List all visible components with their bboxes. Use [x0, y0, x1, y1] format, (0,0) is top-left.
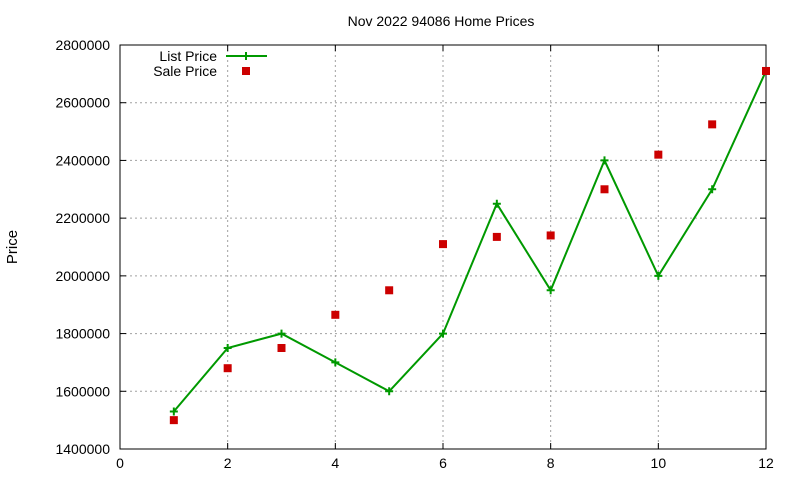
- legend-label-sale-price: Sale Price: [153, 63, 217, 79]
- y-tick-label: 1400000: [55, 441, 110, 457]
- plot-frame: [119, 44, 767, 450]
- point-sale-price: [492, 232, 501, 241]
- y-tick-label: 2800000: [55, 37, 110, 53]
- y-tick-label: 2600000: [55, 95, 110, 111]
- legend-key-sale-price: [242, 67, 250, 75]
- point-sale-price: [546, 231, 555, 240]
- point-list-price: [546, 286, 555, 295]
- y-tick-label: 2000000: [55, 268, 110, 284]
- y-tick-label: 2200000: [55, 210, 110, 226]
- point-sale-price: [169, 416, 178, 425]
- x-tick-label: 0: [116, 455, 124, 471]
- series-line-list-price: [173, 70, 767, 413]
- x-tick-label: 4: [331, 455, 339, 471]
- point-list-price: [600, 156, 609, 165]
- point-sale-price: [277, 344, 286, 352]
- point-sale-price: [331, 310, 340, 319]
- point-sale-price: [654, 150, 663, 159]
- y-axis-label: Price: [4, 230, 21, 264]
- legend-key-list-price: [226, 52, 267, 60]
- point-list-price: [439, 329, 447, 338]
- point-list-price: [385, 387, 394, 396]
- legend: List Price Sale Price: [153, 48, 267, 79]
- legend-label-list-price: List Price: [159, 48, 217, 64]
- y-tick-label: 2400000: [55, 152, 110, 168]
- x-tick-label: 6: [439, 455, 447, 471]
- series-layer: [169, 66, 770, 425]
- point-sale-price: [385, 286, 394, 295]
- point-sale-price: [223, 364, 232, 373]
- x-tick-label: 8: [547, 455, 555, 471]
- point-list-price: [331, 358, 340, 367]
- chart-title: Nov 2022 94086 Home Prices: [348, 13, 535, 29]
- axis-ticks: 0 2 4 6 8 10 12 1400000 1600000 1800000 2000000 220…: [55, 37, 774, 471]
- point-list-price: [277, 329, 286, 338]
- y-tick-label: 1800000: [55, 326, 110, 342]
- y-tick-label: 1600000: [55, 383, 110, 399]
- point-list-price: [654, 271, 663, 280]
- point-sale-price: [600, 185, 609, 194]
- x-tick-label: 2: [224, 455, 232, 471]
- point-list-price: [708, 185, 717, 194]
- point-list-price: [492, 199, 501, 208]
- legend-marker-list-price: [242, 52, 250, 60]
- legend-marker-sale-price: [242, 67, 250, 75]
- point-list-price: [223, 344, 232, 352]
- point-sale-price: [762, 66, 770, 75]
- x-tick-label: 10: [651, 455, 667, 471]
- point-sale-price: [439, 240, 447, 249]
- x-tick-label: 12: [758, 455, 774, 471]
- point-sale-price: [708, 120, 717, 129]
- point-list-price: [169, 407, 178, 416]
